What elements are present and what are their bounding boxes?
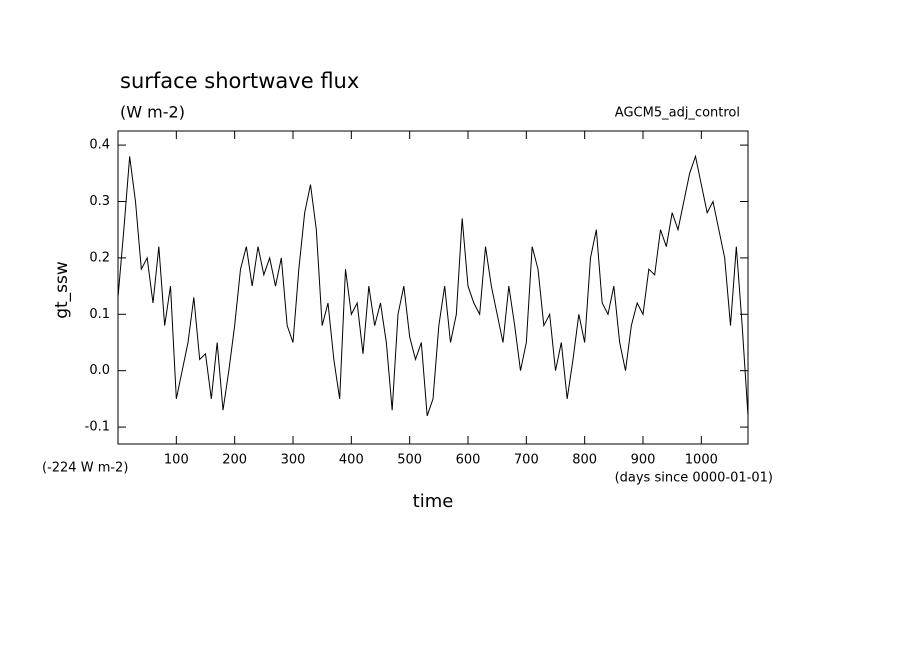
- chart-title: surface shortwave flux: [120, 69, 359, 93]
- x-tick-label: 1000: [685, 453, 718, 468]
- x-tick-label: 800: [572, 453, 597, 468]
- y-tick-label: 0.4: [89, 138, 110, 153]
- x-axis-label: time: [413, 491, 454, 512]
- chart-subtitle: (W m-2): [120, 103, 185, 122]
- x-tick-label: 300: [281, 453, 306, 468]
- annotation: AGCM5_adj_control: [615, 106, 740, 121]
- offset-label: (-224 W m-2): [42, 461, 128, 476]
- y-tick-label: 0.3: [89, 194, 110, 209]
- x-tick-label: 600: [456, 453, 481, 468]
- y-tick-label: 0.0: [89, 363, 110, 378]
- y-axis-label: gt_ssw: [52, 261, 72, 319]
- x-tick-label: 700: [514, 453, 539, 468]
- x-tick-label: 400: [339, 453, 364, 468]
- x-tick-label: 200: [222, 453, 247, 468]
- y-tick-label: 0.1: [89, 307, 110, 322]
- y-tick-label: 0.2: [89, 250, 110, 265]
- x-tick-label: 500: [397, 453, 422, 468]
- x-tick-label: 900: [631, 453, 656, 468]
- x-units: (days since 0000-01-01): [615, 471, 773, 486]
- plot-frame: [117, 130, 749, 445]
- x-tick-label: 100: [164, 453, 189, 468]
- data-line: [118, 154, 748, 416]
- y-tick-label: -0.1: [85, 420, 110, 435]
